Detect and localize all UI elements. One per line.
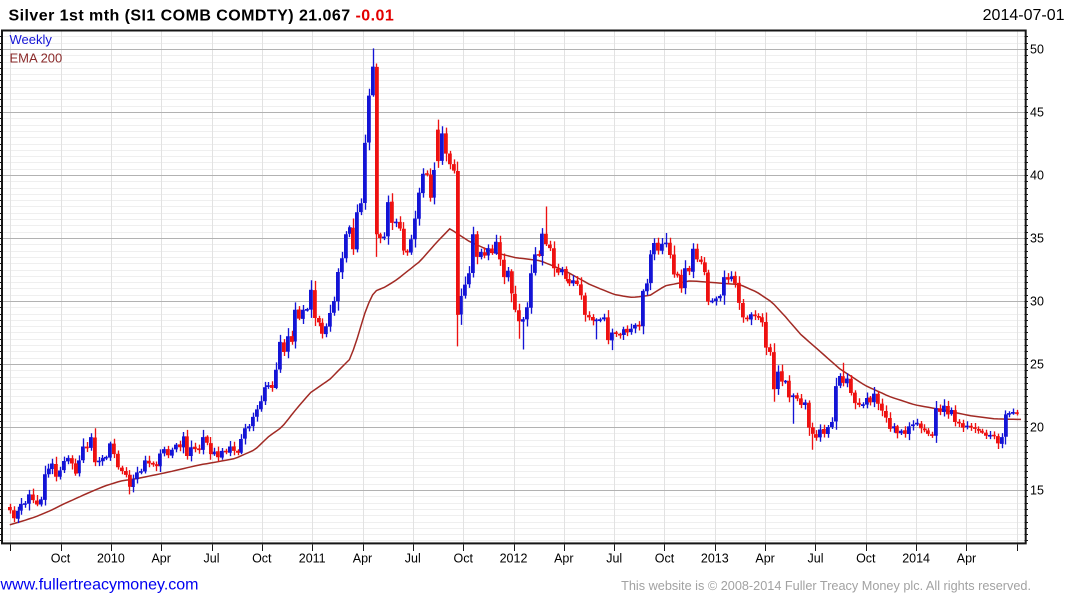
svg-text:Oct: Oct xyxy=(856,552,876,566)
svg-text:Oct: Oct xyxy=(655,552,675,566)
svg-text:25: 25 xyxy=(1030,357,1044,371)
svg-text:Oct: Oct xyxy=(252,552,272,566)
svg-text:2012: 2012 xyxy=(500,552,528,566)
svg-text:EMA 200: EMA 200 xyxy=(10,51,63,66)
svg-text:Jul: Jul xyxy=(606,552,622,566)
svg-text:2014: 2014 xyxy=(902,552,930,566)
svg-text:45: 45 xyxy=(1030,105,1044,119)
svg-text:Apr: Apr xyxy=(353,552,372,566)
svg-text:Jul: Jul xyxy=(204,552,220,566)
svg-text:Apr: Apr xyxy=(554,552,573,566)
svg-text:2011: 2011 xyxy=(299,552,326,566)
svg-text:30: 30 xyxy=(1030,294,1044,308)
svg-text:Apr: Apr xyxy=(151,552,170,566)
svg-text:20: 20 xyxy=(1030,420,1044,434)
svg-text:Oct: Oct xyxy=(453,552,473,566)
svg-text:Jul: Jul xyxy=(405,552,421,566)
svg-text:Apr: Apr xyxy=(755,552,774,566)
svg-text:This website is © 2008-2014 Fu: This website is © 2008-2014 Fuller Treac… xyxy=(621,579,1031,593)
svg-text:Silver 1st mth (SI1 COMB COMDT: Silver 1st mth (SI1 COMB COMDTY) 21.067 … xyxy=(9,7,395,24)
svg-text:Jul: Jul xyxy=(808,552,824,566)
svg-text:35: 35 xyxy=(1030,231,1044,245)
svg-text:2010: 2010 xyxy=(97,552,125,566)
svg-text:40: 40 xyxy=(1030,168,1044,182)
svg-text:2013: 2013 xyxy=(701,552,729,566)
svg-text:Weekly: Weekly xyxy=(10,32,53,47)
svg-text:15: 15 xyxy=(1030,483,1044,497)
svg-text:2014-07-01: 2014-07-01 xyxy=(983,7,1065,24)
svg-text:Oct: Oct xyxy=(51,552,71,566)
svg-text:50: 50 xyxy=(1030,42,1044,56)
svg-text:www.fullertreacymoney.com: www.fullertreacymoney.com xyxy=(0,577,198,594)
svg-text:Apr: Apr xyxy=(957,552,976,566)
